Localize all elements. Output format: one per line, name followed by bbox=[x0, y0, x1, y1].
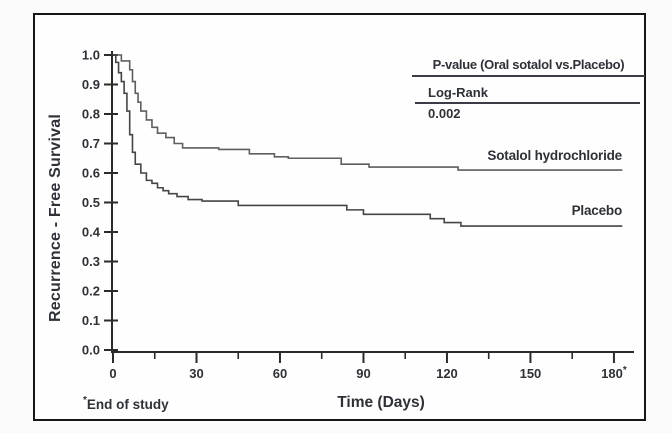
y-tick-label: 0.9 bbox=[82, 77, 100, 92]
footnote-text: End of study bbox=[86, 397, 169, 412]
end-of-study-footnote: *End of study bbox=[83, 395, 169, 412]
x-tick-label: 150 bbox=[520, 366, 542, 381]
footnote-asterisk: * bbox=[83, 395, 87, 406]
x-tick-label: 60 bbox=[273, 366, 287, 381]
y-tick-label: 0.3 bbox=[82, 254, 100, 269]
survival-curve-sotalol-hydrochloride bbox=[113, 54, 623, 171]
y-axis-title: Recurrence - Free Survival bbox=[47, 114, 64, 322]
x-tick-label: 0 bbox=[109, 366, 116, 381]
x-tick-label: 90 bbox=[356, 366, 370, 381]
y-tick-label: 0.0 bbox=[82, 343, 100, 358]
y-tick-label: 0.1 bbox=[82, 313, 100, 328]
x-tick-label: 30 bbox=[189, 366, 203, 381]
survival-curve-placebo bbox=[113, 54, 623, 227]
legend-p-value: 0.002 bbox=[428, 106, 461, 121]
x-tick-label: 180* bbox=[601, 365, 627, 381]
y-tick-label: 0.2 bbox=[82, 284, 100, 299]
y-tick-label: 0.5 bbox=[82, 195, 100, 210]
legend-title: P-value (Oral sotalol vs.Placebo) bbox=[412, 57, 645, 77]
y-tick-label: 0.6 bbox=[82, 166, 100, 181]
x-tick-label: 120 bbox=[436, 366, 458, 381]
y-tick-label: 0.8 bbox=[82, 107, 100, 122]
sotalol-curve-label: Sotalol hydrochloride bbox=[487, 148, 622, 163]
legend-test-label: Log-Rank bbox=[415, 85, 640, 104]
y-tick-label: 0.7 bbox=[82, 136, 100, 151]
x-axis-title: Time (Days) bbox=[337, 394, 425, 411]
placebo-curve-label: Placebo bbox=[571, 203, 623, 218]
y-tick-label: 1.0 bbox=[82, 48, 100, 63]
y-tick-label: 0.4 bbox=[82, 225, 101, 240]
